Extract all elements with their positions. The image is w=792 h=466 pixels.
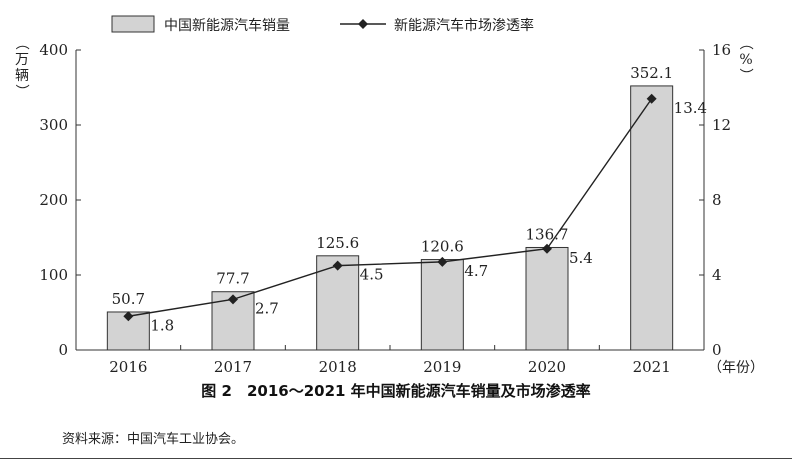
line-value-label: 1.8: [150, 316, 174, 334]
penetration-point-2021: [646, 93, 657, 104]
bottom-divider: [0, 458, 792, 459]
y-right-tick-label: 4: [712, 266, 722, 284]
y-right-axis-title: %: [739, 52, 752, 68]
y-right-tick-label: 8: [712, 191, 722, 209]
y-right-axis-title: ）: [737, 68, 753, 82]
line-value-label: 4.5: [360, 266, 384, 284]
line-value-label: 4.7: [464, 262, 488, 280]
bar-value-label: 352.1: [630, 64, 673, 82]
penetration-point-2018: [332, 260, 343, 271]
x-axis-title: （年份）: [708, 360, 764, 376]
legend-bar-label: 中国新能源汽车销量: [164, 17, 290, 34]
bar-2018: [316, 255, 360, 351]
y-right-tick-label: 12: [712, 116, 731, 134]
penetration-point-2020: [542, 243, 552, 254]
line-value-label: 2.7: [255, 299, 279, 317]
bar-2019: [420, 259, 464, 351]
y-left-axis-title: 辆: [15, 68, 29, 84]
penetration-point-2019: [437, 256, 448, 267]
bar-2021: [630, 85, 674, 351]
x-tick-label: 2017: [214, 358, 252, 376]
figure-caption: 图 2 2016～2021 年中国新能源汽车销量及市场渗透率: [201, 382, 591, 400]
y-left-axis-title: ）: [13, 84, 29, 98]
y-left-tick-label: 300: [39, 116, 68, 134]
y-left-axis-title: 万: [15, 52, 29, 68]
x-tick-label: 2021: [633, 358, 671, 376]
bar-value-label: 136.7: [526, 225, 569, 243]
x-tick-label: 2020: [528, 358, 566, 376]
y-right-axis-title: （: [737, 36, 753, 50]
y-left-tick-label: 400: [39, 41, 68, 59]
line-value-label: 13.4: [674, 99, 707, 117]
y-left-tick-label: 200: [39, 191, 68, 209]
bar-2020: [525, 246, 569, 351]
legend-line-label: 新能源汽车市场渗透率: [394, 17, 534, 34]
y-left-tick-label: 100: [39, 266, 68, 284]
y-right-tick-label: 0: [712, 341, 722, 359]
x-tick-label: 2016: [109, 358, 147, 376]
penetration-line: [128, 98, 653, 317]
bar-value-label: 120.6: [421, 238, 464, 256]
legend-line-marker: [358, 19, 368, 29]
penetration-point-2017: [228, 294, 238, 305]
y-left-tick-label: 0: [58, 341, 68, 359]
source-note: 资料来源：中国汽车工业协会。: [62, 432, 245, 447]
y-left-axis-title: （: [13, 36, 29, 50]
penetration-point-2016: [123, 311, 134, 322]
x-tick-label: 2019: [423, 358, 461, 376]
bar-value-label: 125.6: [316, 234, 359, 252]
y-right-tick-label: 16: [712, 41, 731, 59]
x-tick-label: 2018: [319, 358, 357, 376]
line-value-label: 5.4: [569, 249, 593, 267]
legend-bar-swatch: [111, 15, 155, 33]
bar-value-label: 77.7: [216, 270, 249, 288]
bar-value-label: 50.7: [112, 290, 145, 308]
